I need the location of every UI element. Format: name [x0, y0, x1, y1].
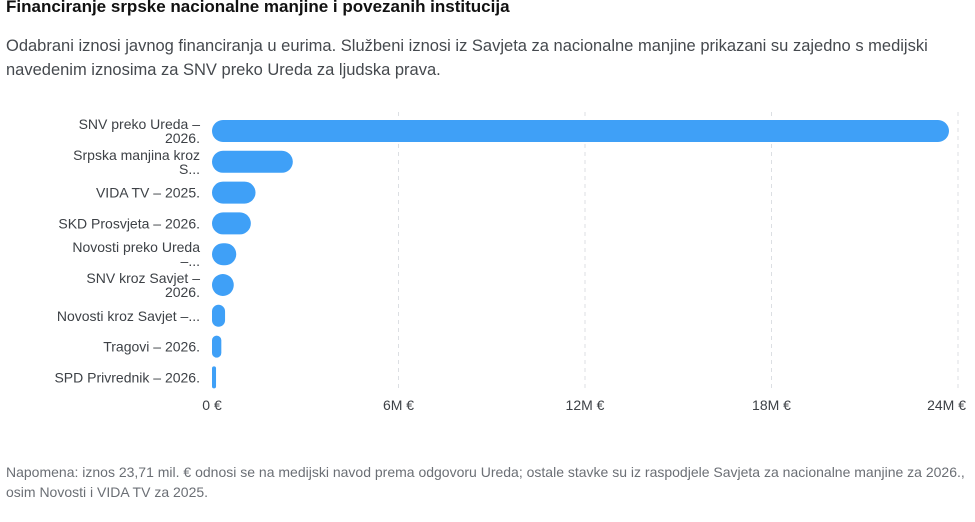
bar[interactable]: [212, 366, 217, 389]
bar[interactable]: [212, 274, 234, 296]
x-tick-label: 18M €: [752, 397, 791, 413]
bars: [212, 120, 949, 389]
category-label: Novosti preko Ureda –...: [72, 239, 200, 269]
category-label: Srpska manjina kroz S...: [73, 147, 200, 177]
x-axis-ticks: 0 € 6M € 12M € 18M € 24M €: [202, 397, 966, 413]
x-tick-label: 12M €: [566, 397, 605, 413]
category-label: SKD Prosvjeta – 2026.: [58, 215, 200, 231]
chart-note: Napomena: iznos 23,71 mil. € odnosi se n…: [6, 464, 965, 500]
category-label: VIDA TV – 2025.: [96, 185, 200, 201]
bar[interactable]: [212, 181, 256, 204]
category-label: SPD Privrednik – 2026.: [54, 369, 200, 385]
chart-subtitle: Odabrani iznosi javnog financiranja u eu…: [6, 37, 928, 79]
x-tick-label: 24M €: [927, 397, 966, 413]
bar[interactable]: [212, 150, 293, 173]
bar[interactable]: [212, 304, 226, 327]
category-label: Tragovi – 2026.: [103, 339, 200, 355]
bar[interactable]: [212, 120, 949, 142]
category-label: SNV kroz Savjet –2026.: [86, 270, 200, 300]
grid-lines: [398, 112, 959, 388]
chart-title: Financiranje srpske nacionalne manjine i…: [6, 0, 510, 16]
x-tick-label: 0 €: [202, 397, 222, 413]
bar[interactable]: [212, 335, 222, 358]
bar-chart: SNV preko Ureda –2026.Srpska manjina kro…: [54, 112, 966, 413]
x-tick-label: 6M €: [383, 397, 414, 413]
bar[interactable]: [212, 212, 251, 235]
bar[interactable]: [212, 243, 237, 266]
category-label: Novosti kroz Savjet –...: [57, 308, 200, 324]
category-labels: SNV preko Ureda –2026.Srpska manjina kro…: [54, 116, 200, 385]
category-label: SNV preko Ureda –2026.: [79, 116, 201, 146]
